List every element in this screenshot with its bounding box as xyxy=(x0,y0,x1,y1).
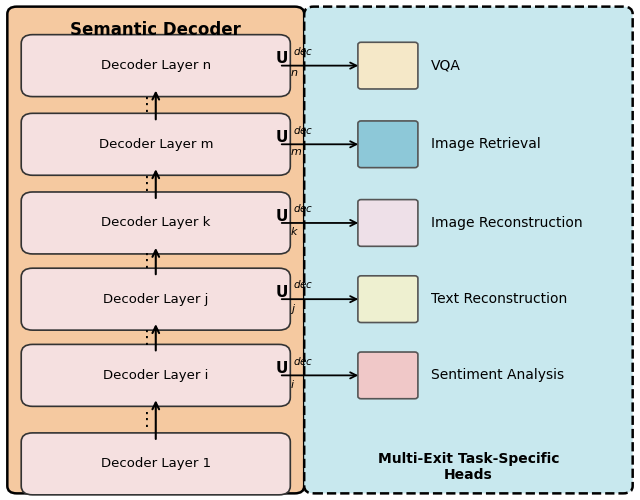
Text: $\mathit{dec}$: $\mathit{dec}$ xyxy=(293,278,314,290)
Text: $\mathbf{U}$: $\mathbf{U}$ xyxy=(275,129,289,145)
FancyBboxPatch shape xyxy=(358,121,418,168)
FancyBboxPatch shape xyxy=(21,192,291,254)
Text: $\mathit{n}$: $\mathit{n}$ xyxy=(291,68,299,78)
FancyBboxPatch shape xyxy=(21,344,291,406)
Text: Decoder Layer i: Decoder Layer i xyxy=(103,369,209,382)
Text: Decoder Layer k: Decoder Layer k xyxy=(101,216,211,230)
Text: $\mathbf{U}$: $\mathbf{U}$ xyxy=(275,360,289,376)
Text: $\mathit{dec}$: $\mathit{dec}$ xyxy=(293,202,314,214)
Text: $\vdots$: $\vdots$ xyxy=(137,252,149,270)
Text: Decoder Layer j: Decoder Layer j xyxy=(103,292,209,306)
Text: Decoder Layer m: Decoder Layer m xyxy=(99,138,213,151)
Text: $\mathit{dec}$: $\mathit{dec}$ xyxy=(293,354,314,366)
Text: Image Retrieval: Image Retrieval xyxy=(431,138,540,151)
Text: Decoder Layer 1: Decoder Layer 1 xyxy=(100,458,211,470)
Text: $\mathit{m}$: $\mathit{m}$ xyxy=(291,147,302,157)
Text: Sentiment Analysis: Sentiment Analysis xyxy=(431,368,564,382)
Text: Decoder Layer n: Decoder Layer n xyxy=(100,59,211,72)
FancyBboxPatch shape xyxy=(21,34,291,96)
FancyBboxPatch shape xyxy=(7,6,304,494)
FancyBboxPatch shape xyxy=(358,200,418,246)
Text: $\vdots$: $\vdots$ xyxy=(137,410,149,429)
Text: $\mathit{j}$: $\mathit{j}$ xyxy=(291,302,296,316)
Text: $\mathit{i}$: $\mathit{i}$ xyxy=(291,378,295,390)
Text: $\vdots$: $\vdots$ xyxy=(137,174,149,193)
Text: $\mathit{k}$: $\mathit{k}$ xyxy=(291,226,299,237)
FancyBboxPatch shape xyxy=(304,6,633,494)
Text: $\mathbf{U}$: $\mathbf{U}$ xyxy=(275,208,289,224)
Text: Semantic Decoder: Semantic Decoder xyxy=(70,22,241,40)
Text: Multi-Exit Task-Specific
Heads: Multi-Exit Task-Specific Heads xyxy=(378,452,559,482)
Text: $\vdots$: $\vdots$ xyxy=(137,96,149,114)
Text: VQA: VQA xyxy=(431,58,460,72)
FancyBboxPatch shape xyxy=(358,352,418,399)
FancyBboxPatch shape xyxy=(21,268,291,330)
Text: Text Reconstruction: Text Reconstruction xyxy=(431,292,567,306)
FancyBboxPatch shape xyxy=(358,276,418,322)
Text: $\vdots$: $\vdots$ xyxy=(137,328,149,347)
FancyBboxPatch shape xyxy=(358,42,418,89)
FancyBboxPatch shape xyxy=(21,114,291,176)
FancyBboxPatch shape xyxy=(21,433,291,495)
Text: $\mathbf{U}$: $\mathbf{U}$ xyxy=(275,284,289,300)
Text: $\mathit{dec}$: $\mathit{dec}$ xyxy=(293,45,314,57)
Text: Image Reconstruction: Image Reconstruction xyxy=(431,216,582,230)
Text: $\mathbf{U}$: $\mathbf{U}$ xyxy=(275,50,289,66)
Text: $\mathit{dec}$: $\mathit{dec}$ xyxy=(293,124,314,136)
